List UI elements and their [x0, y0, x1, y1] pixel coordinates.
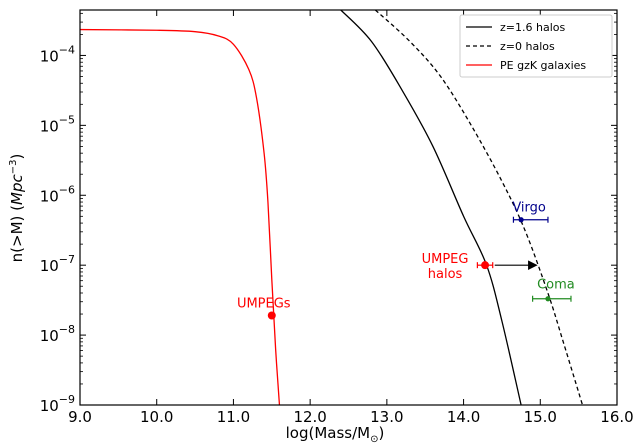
series-line-2 [80, 28, 281, 405]
data-point [545, 296, 551, 302]
legend-label-1: z=0 halos [500, 40, 555, 53]
x-axis-label: log(Mass/M⊙) [286, 424, 385, 443]
y-tick-label: 10−9 [40, 393, 75, 415]
data-point [267, 311, 276, 320]
legend: z=1.6 halos z=0 halos PE gzK galaxies [459, 14, 613, 78]
x-tick-label: 12.0 [293, 408, 326, 426]
y-axis-label: n(>M) (Mpc−3) [8, 154, 26, 263]
series-line-0 [340, 10, 522, 405]
x-tick-label: 11.0 [217, 408, 250, 426]
y-tick-label: 10−7 [40, 253, 75, 275]
curves-layer [80, 10, 584, 405]
x-tick-label: 13.0 [370, 408, 403, 426]
point-label: UMPEG [422, 252, 469, 267]
y-tick-label: 10−8 [40, 323, 75, 345]
point-label: Virgo [512, 201, 546, 216]
y-tick-label: 10−5 [40, 113, 75, 135]
x-tick-label: 14.0 [447, 408, 480, 426]
x-tick-label: 9.0 [68, 408, 92, 426]
plot-frame [79, 9, 618, 406]
x-tick-label: 10.0 [140, 408, 173, 426]
x-tick-label: 16.0 [600, 408, 633, 426]
x-axis-ticks: 9.0 10.0 11.0 12.0 13.0 14.0 15.0 16.0 [68, 10, 634, 426]
legend-label-0: z=1.6 halos [500, 21, 565, 34]
point-label: Coma [537, 278, 575, 293]
y-tick-label: 10−4 [40, 43, 75, 65]
x-tick-label: 15.0 [524, 408, 557, 426]
legend-box [459, 14, 613, 78]
y-tick-label: 10−6 [40, 183, 75, 205]
data-point [481, 261, 490, 270]
y-axis-ticks: 10−4 10−5 10−6 10−7 10−8 10−9 [40, 12, 617, 415]
point-label-2: halos [428, 267, 463, 282]
data-point [518, 217, 524, 223]
point-label: UMPEGs [237, 297, 291, 312]
legend-label-2: PE gzK galaxies [500, 59, 586, 72]
